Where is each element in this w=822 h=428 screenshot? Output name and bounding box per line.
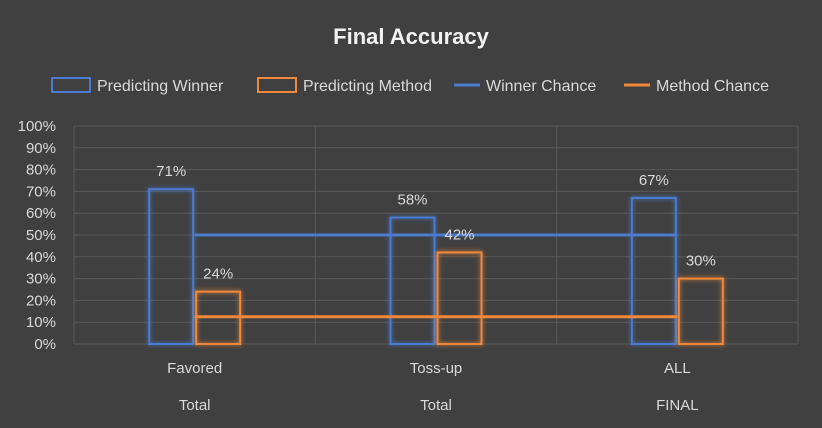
data-labels: 71% 58% 67% 24% 42% 30% [156, 163, 716, 282]
bar-predicting-winner [630, 196, 677, 345]
bar-predicting-method [436, 251, 483, 345]
legend-swatch [51, 77, 91, 93]
y-tick-label: 70% [26, 183, 56, 200]
legend-label: Predicting Winner [97, 78, 224, 95]
data-label: 30% [686, 253, 716, 270]
y-tick-label: 0% [34, 336, 56, 353]
bars [148, 188, 724, 346]
gridlines [73, 125, 799, 345]
legend: Predicting Winner Predicting Method Winner… [51, 77, 769, 95]
y-tick-label: 20% [26, 292, 56, 309]
legend-label: Winner Chance [486, 78, 596, 95]
data-label: 24% [203, 266, 233, 283]
data-label: 42% [444, 226, 474, 243]
x-axis: Favored Total Toss-up Total ALL FINAL [167, 360, 698, 414]
legend-item: Winner Chance [454, 78, 596, 95]
legend-item: Predicting Winner [51, 77, 224, 95]
legend-item: Predicting Method [257, 77, 432, 95]
y-tick-label: 30% [26, 271, 56, 288]
legend-swatch [257, 77, 297, 93]
bar-predicting-winner [148, 188, 195, 345]
data-label: 71% [156, 163, 186, 180]
y-tick-label: 10% [26, 314, 56, 331]
x-group-label: Total [179, 397, 211, 414]
chart-title: Final Accuracy [333, 24, 489, 49]
y-tick-label: 80% [26, 162, 56, 179]
bar-predicting-winner [389, 216, 436, 345]
data-label: 67% [639, 172, 669, 189]
chance-lines [194, 233, 678, 319]
legend-label: Method Chance [656, 78, 769, 95]
y-tick-label: 40% [26, 249, 56, 266]
data-label: 58% [397, 192, 427, 209]
y-tick-label: 60% [26, 205, 56, 222]
legend-item: Method Chance [624, 78, 769, 95]
x-tick-label: Toss-up [410, 360, 463, 377]
x-tick-label: Favored [167, 360, 222, 377]
x-group-label: FINAL [656, 397, 699, 414]
x-group-label: Total [420, 397, 452, 414]
x-tick-label: ALL [664, 360, 691, 377]
legend-label: Predicting Method [303, 78, 432, 95]
y-tick-label: 100% [18, 118, 56, 135]
bar-predicting-method [677, 277, 724, 346]
y-tick-label: 50% [26, 227, 56, 244]
y-tick-label: 90% [26, 140, 56, 157]
y-axis: 0% 10% 20% 30% 40% 50% 60% 70% 80% 90% 100% [18, 118, 56, 353]
